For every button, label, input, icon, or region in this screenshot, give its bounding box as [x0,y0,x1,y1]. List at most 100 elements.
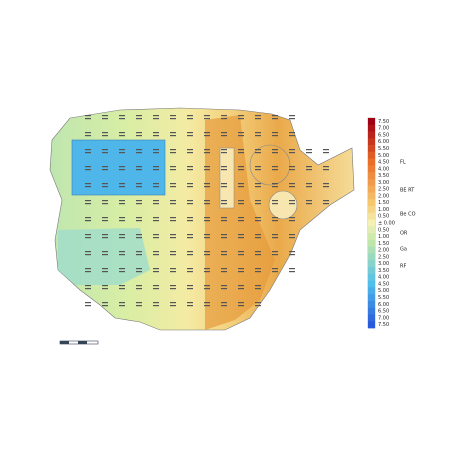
point-label [306,152,312,154]
point-label [187,169,193,171]
colorbar-step [368,253,375,261]
point-label [102,220,108,222]
point-label [85,234,91,236]
point-label [119,251,125,253]
point-label [221,169,227,171]
point-label [85,166,91,168]
point-label [119,152,125,154]
point-label [102,305,108,307]
colorbar-step [368,192,375,200]
point-label [272,149,278,151]
point-label [170,132,176,134]
point-label [204,237,210,239]
point-label [119,271,125,273]
point-label [323,152,329,154]
point-label [204,305,210,307]
point-label [187,118,193,120]
colorbar-step [368,280,375,288]
point-label [323,166,329,168]
point-label [170,305,176,307]
point-label [170,183,176,185]
point-label [102,115,108,117]
point-label [221,220,227,222]
point-label [221,186,227,188]
point-label [85,288,91,290]
point-label [221,115,227,117]
point-label [255,302,261,304]
point-label [238,285,244,287]
point-label [255,200,261,202]
point-label [136,186,142,188]
point-label [238,234,244,236]
point-label [119,234,125,236]
point-label [170,234,176,236]
colorbar-label: 0.50 [378,214,389,220]
point-label [119,217,125,219]
point-label [238,271,244,273]
point-label [170,118,176,120]
point-label [119,166,125,168]
colorbar-step [368,307,375,315]
colorbar-label: 2.00 [378,193,389,199]
point-label [187,234,193,236]
colorbar-label: 7.00 [378,126,389,132]
point-label [255,268,261,270]
point-label [255,152,261,154]
colorbar-step [368,118,375,126]
point-label [187,254,193,256]
colorbar-step [368,260,375,268]
point-label [153,118,159,120]
point-label [153,288,159,290]
colorbar-label: 7.50 [378,119,389,125]
colorbar-step [368,138,375,146]
point-label [85,152,91,154]
point-label [238,288,244,290]
point-label [136,200,142,202]
colorbar-step [368,226,375,234]
point-label [153,217,159,219]
point-label [153,220,159,222]
point-label [136,118,142,120]
point-label [204,302,210,304]
colorbar-label: 7.50 [378,322,389,328]
colorbar-step [368,219,375,227]
point-label [255,166,261,168]
point-label [170,200,176,202]
point-label [153,271,159,273]
colorbar-step [368,267,375,275]
point-label [255,132,261,134]
point-label [272,271,278,273]
point-label [238,254,244,256]
point-label [102,217,108,219]
point-label [102,118,108,120]
point-label [102,183,108,185]
point-label [170,152,176,154]
point-label [187,135,193,137]
point-label [204,132,210,134]
point-label [255,288,261,290]
point-label [119,149,125,151]
point-label [238,203,244,205]
point-label [187,149,193,151]
point-label [153,183,159,185]
point-label [289,169,295,171]
point-label [170,302,176,304]
colorbar-label: 3.50 [378,268,389,274]
point-label [85,271,91,273]
point-label [272,169,278,171]
point-label [238,169,244,171]
point-label [153,115,159,117]
point-label [204,183,210,185]
point-label [136,152,142,154]
point-label [102,237,108,239]
point-label [238,152,244,154]
colorbar-step [368,246,375,254]
point-label [221,268,227,270]
point-label [204,135,210,137]
colorbar-step [368,158,375,166]
point-label [323,200,329,202]
point-grid [85,115,329,307]
point-label [153,186,159,188]
point-label [136,285,142,287]
colorbar-step [368,185,375,193]
